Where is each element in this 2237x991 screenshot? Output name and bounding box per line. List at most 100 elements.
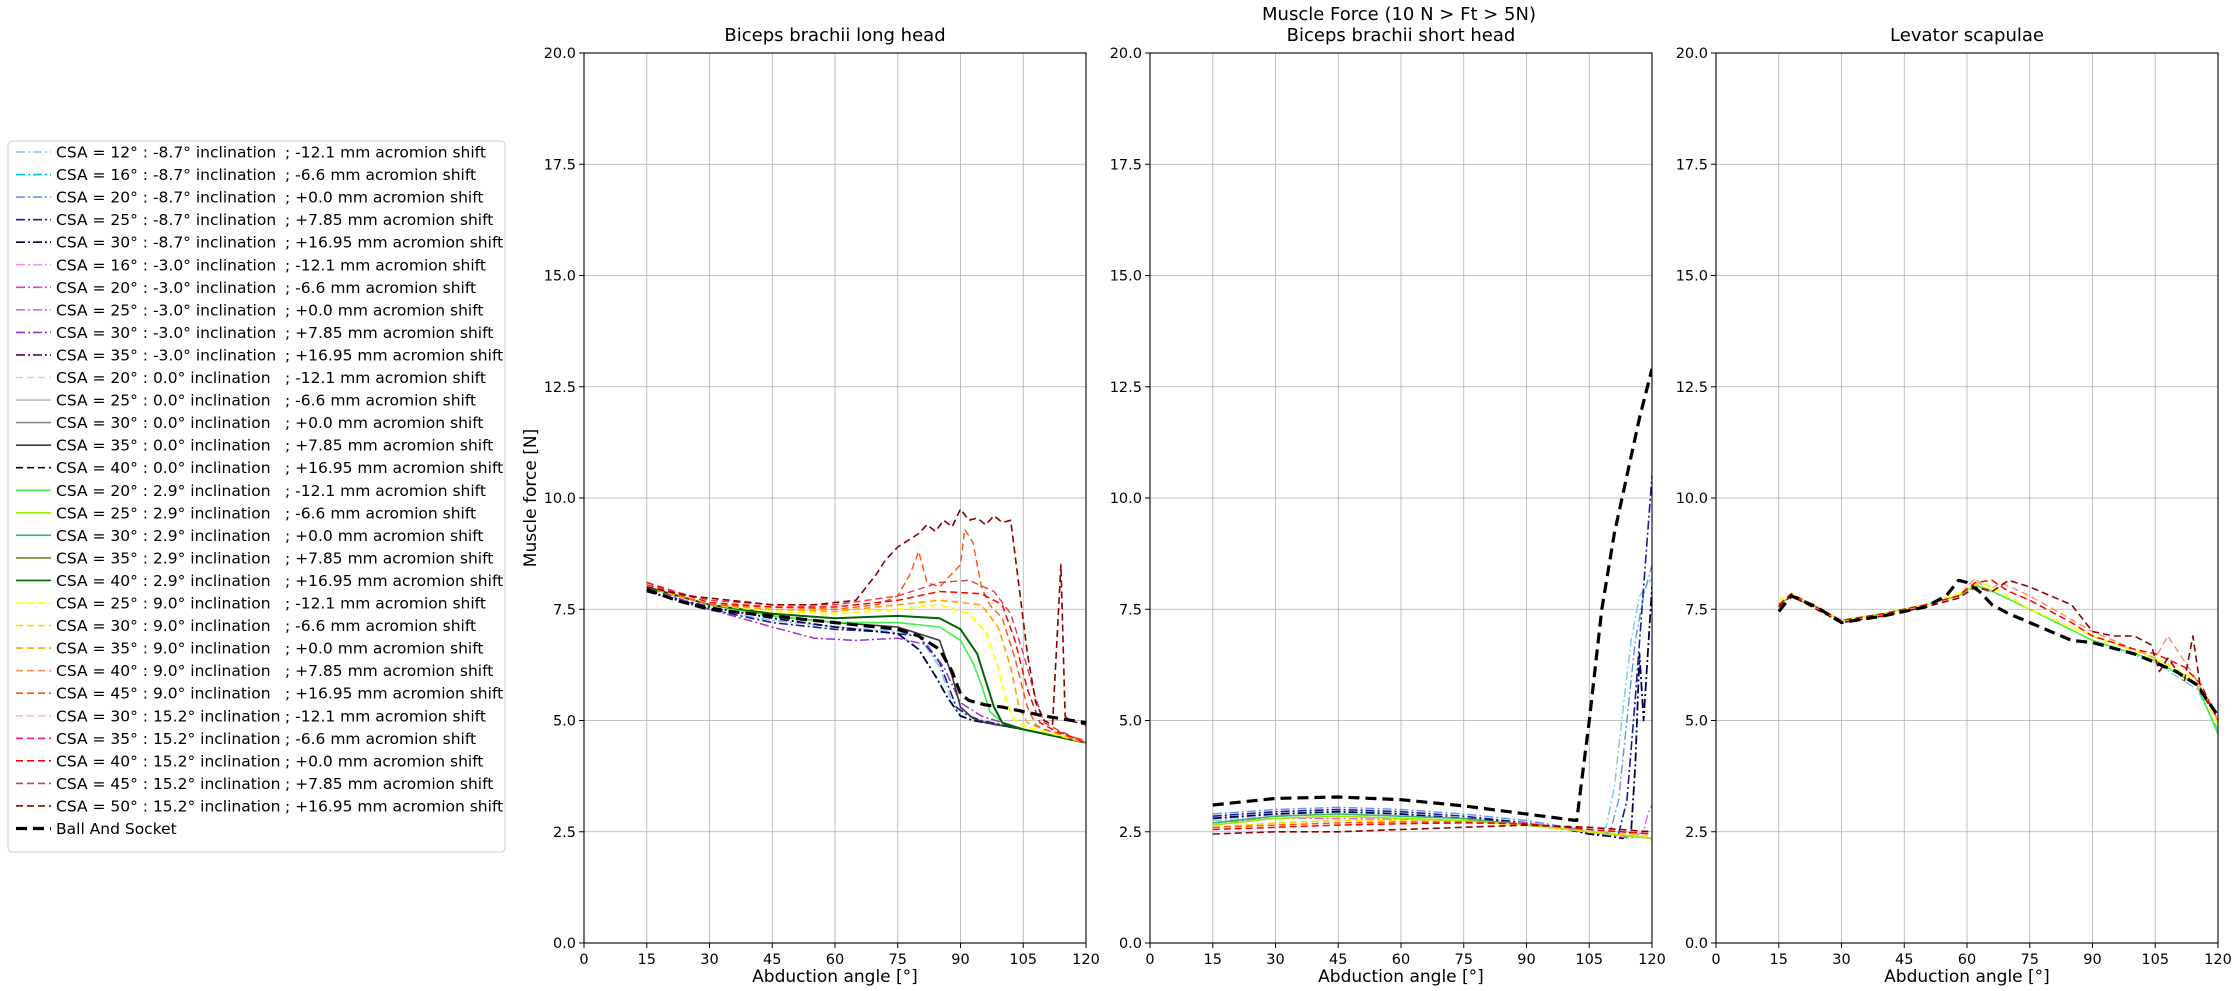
legend-shift-label: ; +16.95 mm acromion shift	[285, 797, 503, 815]
legend-label: CSA = 20° : -3.0° inclination	[56, 279, 276, 297]
series-line	[646, 508, 1086, 726]
x-tick-label: 0	[1711, 952, 1720, 968]
legend-entry: CSA = 30° : 15.2° inclination ; -12.1 mm …	[16, 707, 486, 725]
x-tick-label: 120	[2204, 952, 2232, 968]
legend-shift-label: ; -12.1 mm acromion shift	[285, 707, 486, 725]
legend-shift-label: ; +16.95 mm acromion shift	[285, 572, 503, 590]
chart-panel-3: 0 15 30 45 60 75 90 105 120 0.0 2.5 5.0 7.5 10.0 12.5 1…	[1676, 25, 2232, 987]
legend-entry: CSA = 40° : 9.0° inclination ; +7.85 mm a…	[16, 662, 493, 680]
y-tick-label: 20.0	[1676, 46, 1708, 62]
legend-entry: CSA = 30° : 0.0° inclination ; +0.0 mm ac…	[16, 414, 483, 432]
legend-shift-label: ; +16.95 mm acromion shift	[285, 685, 503, 703]
y-tick-label: 5.0	[553, 714, 576, 730]
x-tick-label: 0	[1145, 952, 1154, 968]
y-tick-label: 5.0	[1119, 714, 1142, 730]
x-tick-label: 120	[1638, 952, 1666, 968]
legend-entry: CSA = 40° : 15.2° inclination ; +0.0 mm a…	[16, 752, 483, 770]
series-line	[1212, 577, 1652, 833]
x-tick-label: 45	[1895, 952, 1913, 968]
legend-entry: Ball And Socket	[16, 820, 177, 838]
y-tick-label: 7.5	[553, 602, 576, 618]
x-tick-label: 45	[1329, 952, 1347, 968]
legend-shift-label: ; -12.1 mm acromion shift	[285, 256, 486, 274]
x-axis-label: Abduction angle [°]	[1318, 967, 1484, 987]
legend-shift-label: ; -6.6 mm acromion shift	[285, 504, 476, 522]
y-tick-label: 12.5	[544, 380, 576, 396]
x-tick-label: 120	[1072, 952, 1100, 968]
y-tick-label: 2.5	[1685, 825, 1708, 841]
x-tick-label: 90	[951, 952, 969, 968]
legend-entry: CSA = 35° : -3.0° inclination ; +16.95 mm…	[16, 346, 503, 364]
legend-shift-label: ; +0.0 mm acromion shift	[285, 527, 483, 545]
series-line	[646, 586, 1086, 744]
legend-entry: CSA = 20° : 2.9° inclination ; -12.1 mm a…	[16, 482, 486, 500]
x-tick-label: 15	[638, 952, 656, 968]
y-tick-label: 17.5	[544, 157, 576, 173]
chart-title: Biceps brachii short head	[1287, 25, 1516, 46]
legend-shift-label: ; +0.0 mm acromion shift	[285, 752, 483, 770]
legend-label: CSA = 30° : 9.0° inclination	[56, 617, 271, 635]
legend-shift-label: ; +16.95 mm acromion shift	[285, 346, 503, 364]
x-tick-label: 75	[1455, 952, 1473, 968]
chart-panel-1: 0 15 30 45 60 75 90 105 120 0.0 2.5 5.0 7.5 10.0 12.5 1…	[521, 25, 1100, 987]
legend-entry: CSA = 25° : -3.0° inclination ; +0.0 mm a…	[16, 301, 483, 319]
legend-shift-label: ; +0.0 mm acromion shift	[285, 189, 483, 207]
legend-entry: CSA = 45° : 9.0° inclination ; +16.95 mm …	[16, 685, 503, 703]
legend-label: Ball And Socket	[56, 820, 177, 838]
series-line	[1212, 804, 1652, 840]
legend-shift-label: ; -12.1 mm acromion shift	[285, 369, 486, 387]
legend-shift-label: ; -6.6 mm acromion shift	[285, 730, 476, 748]
series-line	[1212, 586, 1652, 840]
legend-shift-label: ; +16.95 mm acromion shift	[285, 234, 503, 252]
y-tick-label: 0.0	[1119, 936, 1142, 952]
legend-label: CSA = 12° : -8.7° inclination	[56, 144, 276, 162]
legend-label: CSA = 25° : 9.0° inclination	[56, 595, 271, 613]
legend-label: CSA = 30° : 2.9° inclination	[56, 527, 271, 545]
legend-shift-label: ; +16.95 mm acromion shift	[285, 459, 503, 477]
legend-shift-label: ; -6.6 mm acromion shift	[285, 392, 476, 410]
legend-entry: CSA = 35° : 9.0° inclination ; +0.0 mm ac…	[16, 640, 483, 658]
y-tick-label: 20.0	[544, 46, 576, 62]
y-axis-label: Muscle force [N]	[521, 429, 541, 567]
figure-title: Muscle Force (10 N > Ft > 5N)	[1262, 4, 1536, 25]
legend-entry: CSA = 35° : 2.9° inclination ; +7.85 mm a…	[16, 549, 493, 567]
legend-entry: CSA = 25° : 2.9° inclination ; -6.6 mm ac…	[16, 504, 476, 522]
chart-title: Biceps brachii long head	[724, 25, 945, 46]
y-tick-label: 7.5	[1685, 602, 1708, 618]
chart-panel-2: 0 15 30 45 60 75 90 105 120 0.0 2.5 5.0 7.5 10.0 12.5 1…	[1110, 25, 1666, 987]
legend-entry: CSA = 35° : 0.0° inclination ; +7.85 mm a…	[16, 437, 493, 455]
legend-shift-label: ; +7.85 mm acromion shift	[285, 324, 493, 342]
legend-box	[7, 140, 506, 853]
series-line	[646, 528, 1086, 742]
legend: CSA = 12° : -8.7° inclination ; -12.1 mm …	[7, 140, 506, 853]
legend-shift-label: ; +0.0 mm acromion shift	[285, 414, 483, 432]
y-tick-label: 17.5	[1110, 157, 1142, 173]
x-tick-label: 15	[1204, 952, 1222, 968]
legend-entry: CSA = 50° : 15.2° inclination ; +16.95 mm…	[16, 797, 503, 815]
legend-label: CSA = 25° : -3.0° inclination	[56, 301, 276, 319]
series-line	[646, 586, 1086, 744]
legend-entry: CSA = 20° : -8.7° inclination ; +0.0 mm a…	[16, 189, 483, 207]
legend-label: CSA = 25° : -8.7° inclination	[56, 211, 276, 229]
legend-label: CSA = 35° : -3.0° inclination	[56, 346, 276, 364]
legend-label: CSA = 30° : -8.7° inclination	[56, 234, 276, 252]
series-line	[646, 586, 1086, 744]
legend-label: CSA = 50° : 15.2° inclination	[56, 797, 280, 815]
legend-label: CSA = 25° : 0.0° inclination	[56, 392, 271, 410]
legend-entry: CSA = 40° : 0.0° inclination ; +16.95 mm …	[16, 459, 503, 477]
x-tick-label: 90	[1517, 952, 1535, 968]
legend-entry: CSA = 25° : 9.0° inclination ; -12.1 mm a…	[16, 595, 486, 613]
series-line	[1212, 564, 1652, 835]
y-tick-label: 2.5	[553, 825, 576, 841]
y-tick-label: 5.0	[1685, 714, 1708, 730]
x-tick-label: 105	[1009, 952, 1037, 968]
series-line	[1212, 822, 1652, 835]
series-line	[646, 586, 1086, 744]
series-line	[646, 581, 1086, 744]
plot-frame	[1715, 52, 2219, 944]
legend-label: CSA = 35° : 9.0° inclination	[56, 640, 271, 658]
y-tick-label: 10.0	[1110, 491, 1142, 507]
y-tick-label: 17.5	[1676, 157, 1708, 173]
x-tick-label: 75	[2021, 952, 2039, 968]
